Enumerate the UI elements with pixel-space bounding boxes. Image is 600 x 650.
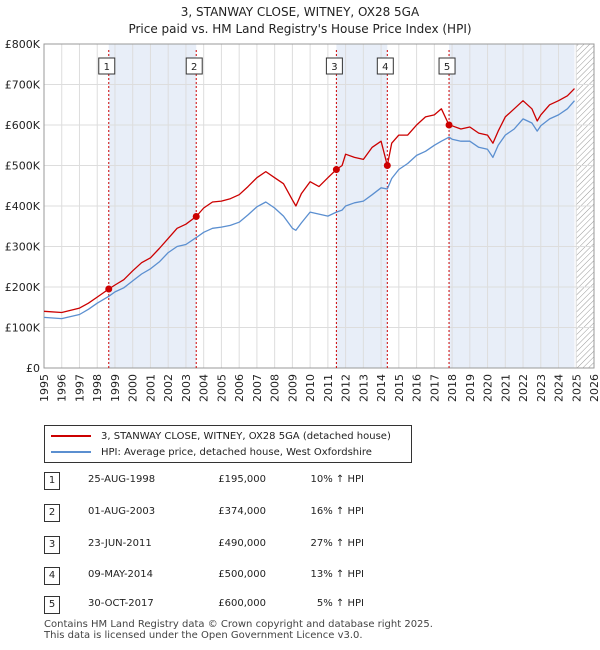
x-tick-label: 2007 [251,374,264,402]
x-tick-label: 2015 [393,374,406,402]
x-tick-label: 2004 [198,374,211,402]
sale-date: 23-JUN-2011 [88,538,152,549]
x-tick-label: 1995 [38,374,51,402]
sale-hpi-diff: 5% ↑ HPI [316,598,364,609]
sale-number: 1 [44,472,60,490]
table-row: 2 01-AUG-2003 £374,000 16% ↑ HPI [44,504,584,522]
legend-label-hpi: HPI: Average price, detached house, West… [101,446,372,458]
sale-point [192,213,200,221]
sale-number: 5 [44,596,60,614]
x-tick-label: 2017 [428,374,441,402]
price-chart: £0 £100K £200K £300K £400K £500K £600K £700K £80… [5,38,600,402]
x-tick-label: 2020 [482,374,495,402]
y-tick-label: £500K [5,160,41,173]
x-tick-label: 2013 [357,374,370,402]
y-tick-label: £700K [5,79,41,92]
sale-price: £500,000 [218,569,266,580]
x-tick-label: 2011 [322,374,335,402]
sale-number: 3 [44,536,60,554]
legend-item-property: 3, STANWAY CLOSE, WITNEY, OX28 5GA (deta… [51,429,391,443]
x-tick-label: 2010 [304,374,317,402]
chart-title: 3, STANWAY CLOSE, WITNEY, OX28 5GA [180,5,420,19]
x-tick-label: 2001 [144,374,157,402]
sale-marker-label: 2 [191,62,197,73]
legend-label-property: 3, STANWAY CLOSE, WITNEY, OX28 5GA (deta… [101,430,391,442]
y-tick-label: £600K [5,119,41,132]
sale-price: £490,000 [218,538,266,549]
sale-marker-box [98,57,116,75]
x-tick-label: 2002 [162,374,175,402]
x-tick-label: 2021 [499,374,512,402]
x-tick-label: 2023 [535,374,548,402]
sale-marker-box [376,57,394,75]
x-tick-label: 1999 [109,374,122,402]
sale-marker-box [185,57,203,75]
x-tick-label: 2012 [340,374,353,402]
plot-frame [43,43,595,369]
sale-point [383,162,391,169]
x-tick-label: 1996 [56,374,69,402]
sale-marker-label: 3 [331,62,337,73]
sale-number: 4 [44,567,60,585]
x-tick-label: 2016 [411,374,424,402]
sale-date: 25-AUG-1998 [88,474,156,485]
chart-subtitle: Price paid vs. HM Land Registry's House … [128,22,472,36]
legend-swatch-property [51,435,91,437]
sale-point [445,121,453,129]
x-tick-label: 2019 [464,374,477,402]
sale-price: £195,000 [218,474,266,485]
sale-date: 01-AUG-2003 [88,506,156,517]
x-tick-label: 2008 [269,374,282,402]
legend-swatch-hpi [51,451,91,453]
x-tick-label: 2025 [570,374,583,402]
x-tick-label: 2003 [180,374,193,402]
x-tick-label: 2014 [375,374,388,402]
y-tick-label: £800K [5,38,41,51]
footer-copyright: Contains HM Land Registry data © Crown c… [44,619,433,630]
sale-hpi-diff: 10% ↑ HPI [310,474,364,485]
sale-marker-box [325,57,343,75]
x-tick-label: 1998 [91,374,104,402]
x-tick-label: 2000 [127,374,140,402]
sale-hpi-diff: 16% ↑ HPI [310,506,364,517]
series-line-hpi [43,100,575,320]
footer: Contains HM Land Registry data © Crown c… [44,619,433,641]
y-tick-label: £300K [5,241,41,254]
x-tick-label: 2022 [517,374,530,402]
sale-date: 09-MAY-2014 [88,569,154,580]
y-tick-label: £400K [5,200,41,213]
table-row: 1 25-AUG-1998 £195,000 10% ↑ HPI [44,472,584,490]
sale-date: 30-OCT-2017 [88,598,154,609]
footer-licence: This data is licensed under the Open Gov… [44,630,363,641]
sale-price: £374,000 [218,506,266,517]
sale-marker-label: 4 [382,62,388,73]
x-tick-label: 1997 [73,374,86,402]
sale-marker-box [438,57,456,75]
x-tick-label: 2005 [215,374,228,402]
y-tick-label: £100K [5,322,41,335]
sale-hpi-diff: 13% ↑ HPI [310,569,364,580]
x-tick-label: 2006 [233,374,246,402]
x-tick-label: 2009 [286,374,299,402]
legend: 3, STANWAY CLOSE, WITNEY, OX28 5GA (deta… [44,425,412,463]
y-tick-label: £200K [5,281,41,294]
sale-number: 2 [44,504,60,522]
sale-price: £600,000 [218,598,266,609]
sale-point [105,285,113,293]
x-tick-label: 2024 [553,374,566,402]
table-row: 4 09-MAY-2014 £500,000 13% ↑ HPI [44,567,584,585]
sale-point [332,166,340,174]
x-tick-label: 2018 [446,374,459,402]
sale-hpi-diff: 27% ↑ HPI [310,538,364,549]
y-tick-label: £0 [26,362,40,375]
table-row: 5 30-OCT-2017 £600,000 5% ↑ HPI [44,596,584,614]
table-row: 3 23-JUN-2011 £490,000 27% ↑ HPI [44,536,584,554]
sale-marker-label: 5 [444,62,450,73]
x-tick-label: 2026 [588,374,600,402]
legend-item-hpi: HPI: Average price, detached house, West… [51,445,372,459]
sale-marker-label: 1 [104,62,110,73]
